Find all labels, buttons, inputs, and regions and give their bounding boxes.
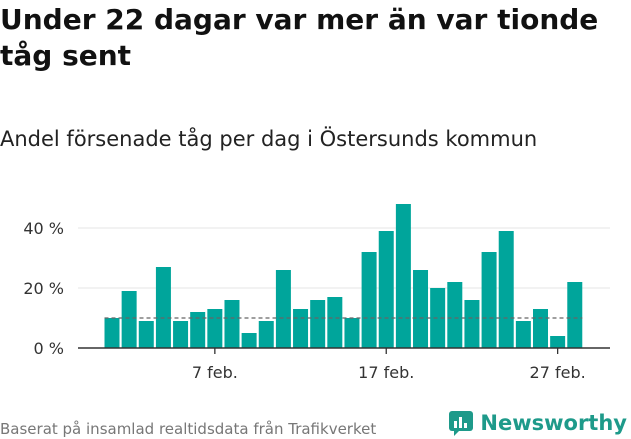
bars bbox=[104, 204, 583, 348]
bar bbox=[293, 309, 309, 348]
bar bbox=[327, 297, 343, 348]
bar bbox=[258, 321, 274, 348]
bar bbox=[464, 300, 480, 348]
bar bbox=[173, 321, 189, 348]
bar bbox=[567, 282, 583, 348]
y-tick-label: 20 % bbox=[23, 279, 64, 298]
bar bbox=[447, 282, 463, 348]
bar bbox=[498, 231, 514, 348]
bar-chart: 0 % 20 % 40 % 7 feb. 17 feb. 27 feb. bbox=[23, 204, 610, 382]
bar bbox=[310, 300, 326, 348]
y-tick-label: 0 % bbox=[34, 339, 64, 358]
bar bbox=[481, 252, 497, 348]
bar bbox=[104, 318, 120, 348]
bar bbox=[361, 252, 377, 348]
newsworthy-logo-icon bbox=[449, 411, 474, 436]
axes: 0 % 20 % 40 % 7 feb. 17 feb. 27 feb. bbox=[23, 219, 610, 382]
x-tick-label: 7 feb. bbox=[192, 363, 238, 382]
bar bbox=[413, 270, 429, 348]
source-note: Baserat på insamlad realtidsdata från Tr… bbox=[0, 420, 377, 438]
bar bbox=[241, 333, 257, 348]
x-tick-label: 27 feb. bbox=[530, 363, 586, 382]
bar bbox=[207, 309, 223, 348]
chart-subtitle: Andel försenade tåg per dag i Östersunds… bbox=[0, 127, 538, 151]
chart-title: Under 22 dagar var mer än var tionde tåg… bbox=[0, 3, 599, 72]
bar bbox=[121, 291, 137, 348]
x-tick-label: 17 feb. bbox=[358, 363, 414, 382]
bar bbox=[395, 204, 411, 348]
bar bbox=[224, 300, 240, 348]
bar bbox=[138, 321, 154, 348]
bar bbox=[378, 231, 394, 348]
y-tick-label: 40 % bbox=[23, 219, 64, 238]
brand-name: Newsworthy bbox=[480, 411, 627, 435]
bar bbox=[344, 318, 360, 348]
bar bbox=[533, 309, 548, 348]
brand-logo[interactable]: Newsworthy bbox=[448, 408, 627, 438]
bar bbox=[550, 336, 566, 348]
bar bbox=[515, 321, 531, 348]
bar bbox=[155, 267, 171, 348]
bar bbox=[430, 288, 446, 348]
bar bbox=[190, 312, 206, 348]
bar bbox=[275, 270, 291, 348]
